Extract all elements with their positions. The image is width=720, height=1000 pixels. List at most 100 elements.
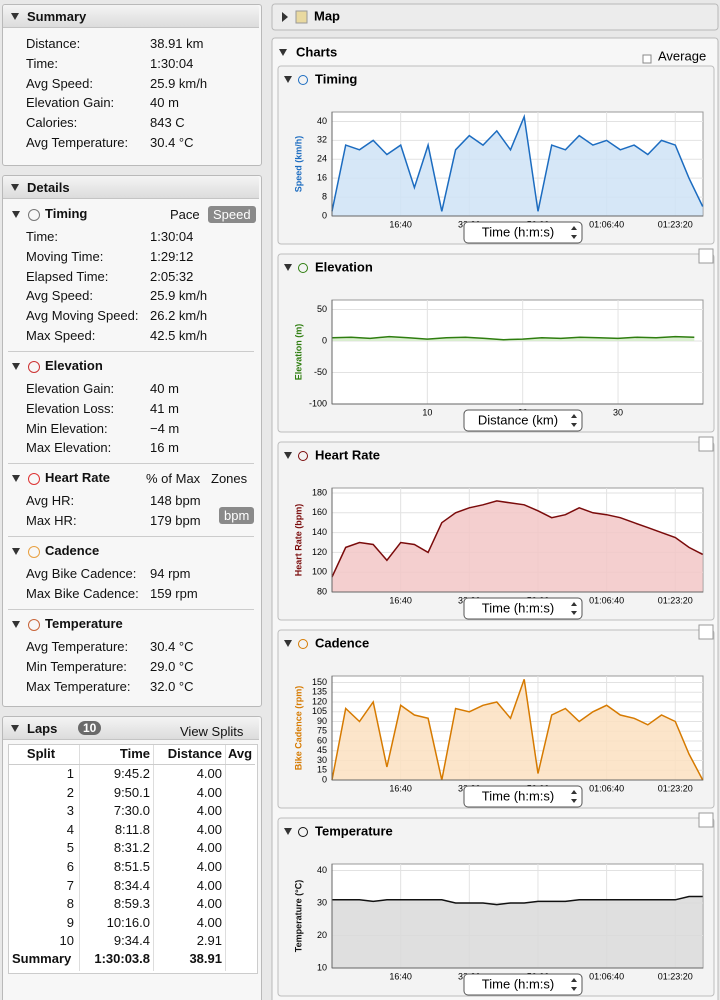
row-label: Avg Speed: — [26, 288, 93, 304]
row-value: 30.4 °C — [150, 639, 194, 654]
row-value: 42.5 km/h — [150, 328, 208, 343]
y-tick-label: 0 — [322, 774, 327, 784]
table-cell: 4.00 — [196, 766, 222, 781]
row-label: Avg Bike Cadence: — [26, 566, 137, 581]
disclosure-triangle[interactable] — [12, 548, 20, 555]
chart-title: Temperature — [315, 823, 393, 838]
disclosure-triangle[interactable] — [12, 475, 20, 482]
y-tick-label: 30 — [317, 755, 327, 765]
x-tick-label: 16:40 — [389, 219, 412, 229]
expand-button[interactable] — [698, 436, 714, 452]
x-axis-dropdown-label[interactable]: Time (h:m:s) — [482, 976, 554, 991]
expand-button[interactable] — [698, 248, 714, 264]
view-splits-link[interactable]: View Splits — [180, 724, 244, 739]
y-tick-label: 20 — [317, 930, 327, 940]
table-bg — [8, 744, 258, 974]
x-axis-dropdown-label[interactable]: Time (h:m:s) — [482, 788, 554, 803]
y-tick-label: 16 — [317, 173, 327, 183]
table-cell: 9:50.1 — [113, 784, 150, 800]
chart-icon — [298, 827, 308, 837]
dropdown-arrow — [571, 235, 577, 239]
row-value: 1:30:04 — [150, 55, 194, 71]
table-cell: 4.00 — [196, 877, 222, 893]
x-axis-dropdown-label[interactable]: Time (h:m:s) — [482, 600, 554, 615]
separator — [8, 609, 254, 610]
panel-header — [3, 717, 259, 740]
table-cell: 5 — [66, 840, 74, 856]
disclosure-triangle[interactable] — [12, 621, 20, 628]
disclosure-triangle[interactable] — [11, 184, 19, 191]
option-label[interactable]: Zones — [211, 471, 248, 486]
disclosure-triangle[interactable] — [284, 264, 292, 271]
y-tick-label: 10 — [317, 962, 327, 972]
table-cell: 4.00 — [196, 896, 222, 912]
section-title: Cadence — [45, 543, 100, 558]
separator — [8, 463, 254, 464]
row-label: Elevation Gain: — [26, 95, 115, 111]
row-value: 41 m — [150, 400, 179, 416]
x-axis-dropdown[interactable] — [463, 409, 583, 432]
y-tick-label: -100 — [309, 398, 327, 408]
y-tick-label: 160 — [312, 507, 327, 517]
row-label: Min Elevation: — [26, 420, 108, 436]
dropdown-arrow — [571, 226, 577, 230]
summary-cell: Summary — [12, 951, 72, 966]
separator — [8, 351, 254, 352]
disclosure-triangle[interactable] — [284, 76, 292, 83]
chart-title: Cadence — [315, 635, 369, 650]
disclosure-triangle[interactable] — [12, 211, 20, 218]
area-fill — [332, 896, 703, 968]
x-tick-label: 16:40 — [389, 971, 412, 981]
row-label: Moving Time: — [26, 248, 104, 264]
expand-button[interactable] — [698, 812, 714, 828]
average-label[interactable]: Average — [658, 48, 706, 63]
x-axis-dropdown[interactable] — [463, 221, 583, 244]
map-panel — [271, 3, 719, 31]
y-tick-label: 0 — [322, 210, 327, 220]
disclosure-triangle[interactable] — [11, 13, 19, 20]
dropdown-arrow — [571, 987, 577, 991]
x-axis-dropdown-label[interactable]: Time (h:m:s) — [482, 224, 554, 239]
panel-title: Charts — [296, 44, 337, 59]
table-cell: 9:34.4 — [113, 933, 150, 949]
table-cell: 10 — [59, 933, 74, 949]
row-value: 40 m — [150, 381, 179, 396]
y-tick-label: 15 — [317, 765, 327, 775]
row-value: 1:29:12 — [150, 248, 194, 264]
x-axis-dropdown-label[interactable]: Distance (km) — [478, 412, 558, 427]
area-fill — [332, 500, 703, 592]
panel-title: Map — [314, 8, 340, 23]
data-line — [332, 895, 703, 906]
option-button-selected[interactable]: Speed — [208, 206, 256, 223]
x-axis-dropdown[interactable] — [463, 785, 583, 808]
lap-count-badge: 10 — [78, 721, 102, 735]
disclosure-triangle[interactable] — [282, 12, 288, 22]
row-value: 32.0 °C — [150, 678, 194, 694]
x-tick-label: 16:40 — [389, 595, 412, 605]
expand-button[interactable] — [698, 624, 714, 640]
row-label: Max Temperature: — [26, 678, 131, 694]
average-checkbox[interactable] — [642, 54, 652, 64]
table-cell: 1 — [66, 766, 74, 781]
x-axis-dropdown[interactable] — [463, 597, 583, 620]
section-icon — [28, 619, 40, 631]
disclosure-triangle[interactable] — [284, 640, 292, 647]
option-label[interactable]: % of Max — [146, 471, 201, 486]
option-label[interactable]: Pace — [170, 207, 200, 222]
disclosure-triangle[interactable] — [12, 363, 20, 370]
section-title: Timing — [45, 206, 88, 221]
x-tick-label: 01:06:40 — [589, 783, 624, 793]
x-axis-dropdown[interactable] — [463, 973, 583, 996]
disclosure-triangle[interactable] — [284, 828, 292, 835]
x-tick-label: 01:23:20 — [658, 783, 693, 793]
disclosure-triangle[interactable] — [279, 49, 287, 56]
map-icon — [295, 10, 308, 24]
option-button-selected[interactable]: bpm — [219, 507, 255, 524]
y-tick-label: 30 — [317, 897, 327, 907]
section-title: Heart Rate — [45, 470, 111, 485]
disclosure-triangle[interactable] — [284, 452, 292, 459]
row-label: Elapsed Time: — [26, 268, 109, 284]
row-value: 179 bpm — [150, 512, 201, 528]
disclosure-triangle[interactable] — [11, 725, 19, 732]
row-value: 2:05:32 — [150, 268, 194, 284]
